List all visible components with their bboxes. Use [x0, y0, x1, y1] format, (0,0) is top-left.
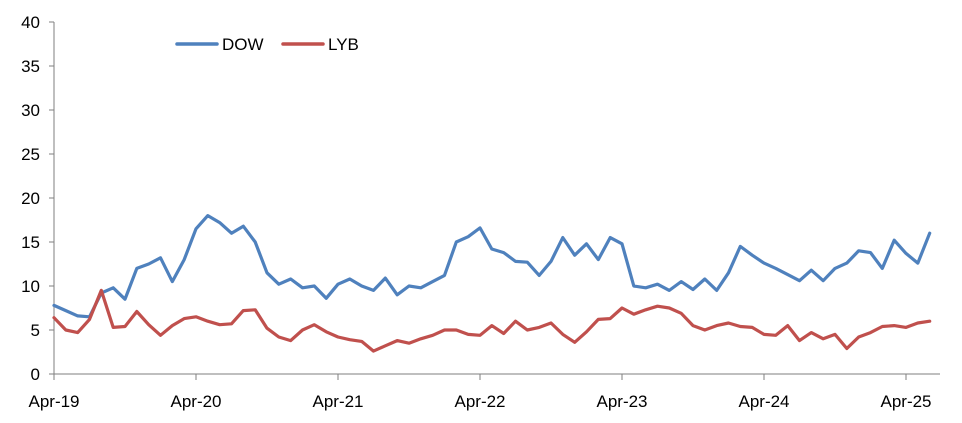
x-tick-label: Apr-20 — [170, 392, 221, 411]
y-tick-label: 15 — [21, 233, 40, 252]
x-tick-label: Apr-21 — [312, 392, 363, 411]
y-axis: 0 5 10 15 20 25 30 35 40 — [21, 13, 55, 384]
y-tick-label: 5 — [31, 321, 40, 340]
x-tick-label: Apr-22 — [454, 392, 505, 411]
y-tick-label: 35 — [21, 57, 40, 76]
x-axis: Apr-19 Apr-20 Apr-21 Apr-22 Apr-23 Apr-24 Apr-… — [28, 373, 940, 411]
legend: DOW LYB — [175, 35, 359, 54]
y-tick-label: 30 — [21, 101, 40, 120]
y-tick-label: 20 — [21, 189, 40, 208]
x-tick-label: Apr-19 — [28, 392, 79, 411]
series-lines — [52, 214, 932, 353]
x-tick-label: Apr-23 — [596, 392, 647, 411]
y-tick-label: 40 — [21, 13, 40, 32]
legend-label-dow: DOW — [222, 35, 264, 54]
y-tick-label: 10 — [21, 277, 40, 296]
legend-label-lyb: LYB — [328, 35, 359, 54]
x-tick-label: Apr-25 — [880, 392, 931, 411]
y-tick-label: 0 — [31, 365, 40, 384]
x-tick-label: Apr-24 — [738, 392, 789, 411]
series-line-lyb — [52, 288, 932, 353]
y-tick-label: 25 — [21, 145, 40, 164]
series-line-dow — [52, 214, 932, 319]
